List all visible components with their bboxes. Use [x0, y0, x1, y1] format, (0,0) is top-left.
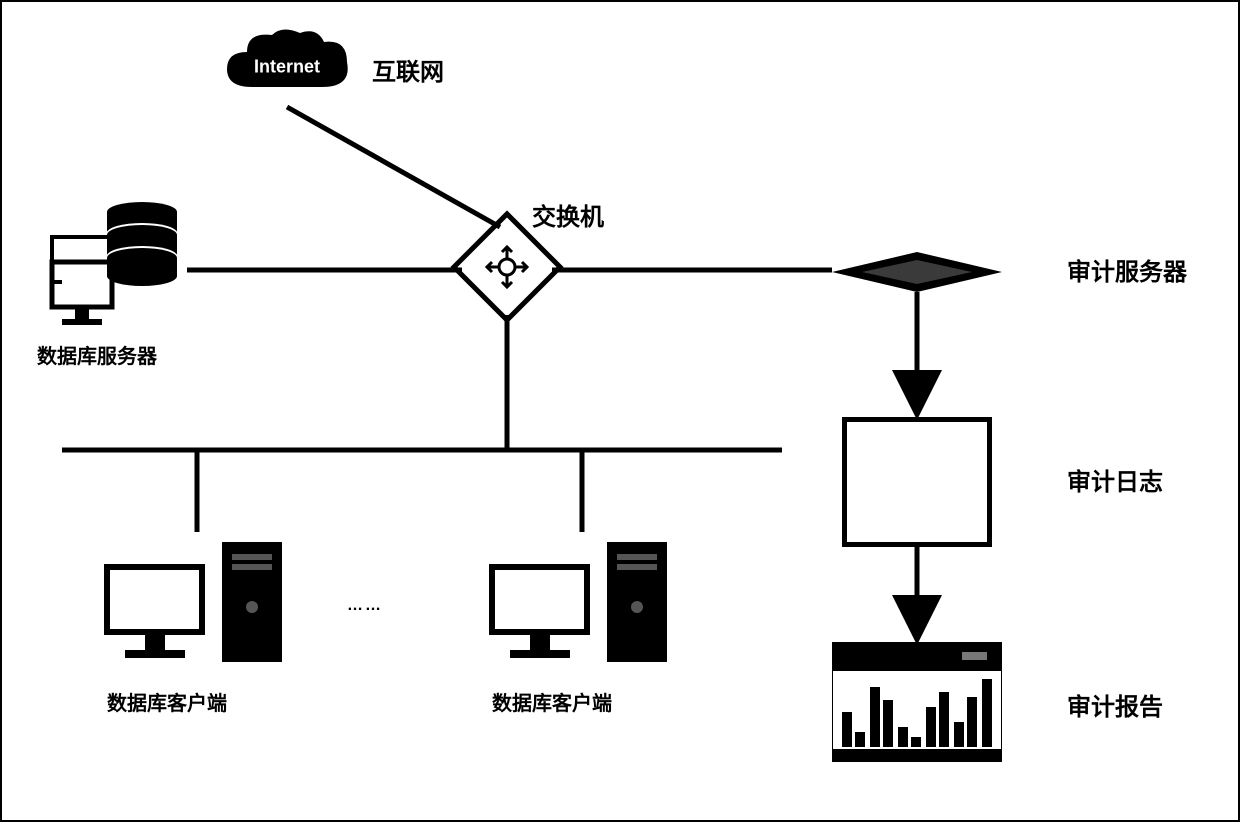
internet-cloud-text: Internet [254, 57, 320, 78]
audit-server-icon [832, 247, 1002, 287]
database-server-label: 数据库服务器 [37, 340, 157, 369]
audit-report-icon [832, 642, 1002, 762]
audit-log-label: 审计日志 [1067, 462, 1163, 497]
switch-label: 交换机 [532, 197, 604, 232]
client-2-label: 数据库客户端 [492, 687, 612, 716]
client-1-label: 数据库客户端 [107, 687, 227, 716]
client-workstation-2 [482, 532, 682, 672]
internet-cloud: Internet [222, 27, 352, 107]
client-workstation-1 [97, 532, 297, 672]
audit-report-label: 审计报告 [1067, 687, 1163, 722]
clients-ellipsis: …… [347, 597, 383, 615]
audit-log-icon [842, 417, 992, 547]
database-server-icon [47, 197, 187, 337]
internet-label: 互联网 [372, 52, 444, 87]
audit-server-label: 审计服务器 [1067, 252, 1187, 287]
switch-icon [467, 227, 547, 307]
